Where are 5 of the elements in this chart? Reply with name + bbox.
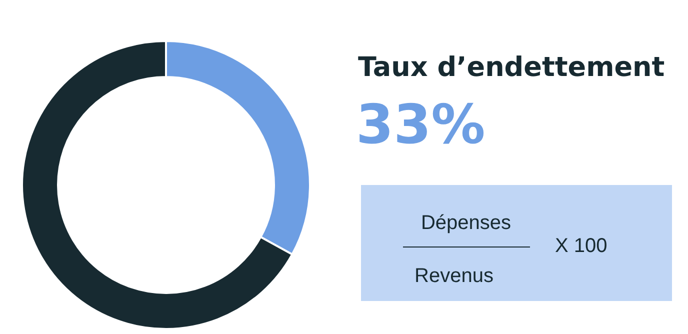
- text: Taux d’endettement: [358, 52, 665, 83]
- text: Revenus: [414, 265, 494, 287]
- text: X 100: [555, 235, 608, 257]
- text: 33%: [356, 93, 486, 156]
- text: Dépenses: [420, 212, 512, 234]
